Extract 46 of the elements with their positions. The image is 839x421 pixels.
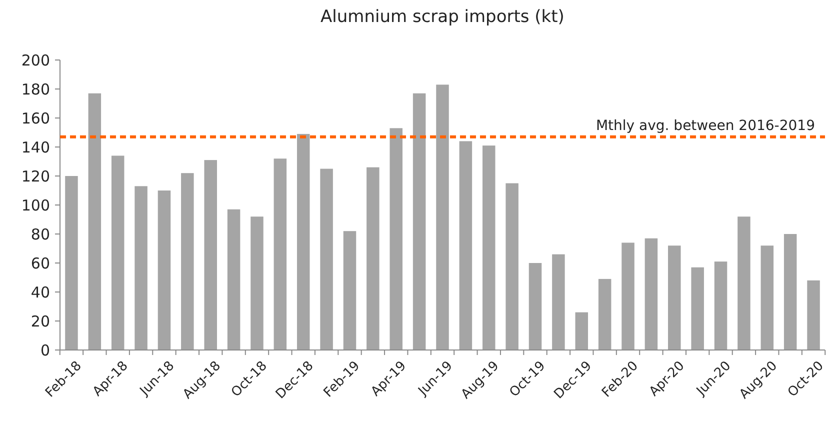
- bar: [644, 238, 658, 350]
- bar: [390, 128, 402, 350]
- bar: [436, 84, 449, 350]
- bar: [204, 160, 217, 350]
- bar: [412, 93, 426, 350]
- bar: [760, 246, 774, 350]
- bar: [482, 146, 496, 350]
- bar: [807, 280, 820, 350]
- chart-title: Alumnium scrap imports (kt): [320, 7, 564, 27]
- y-tick-label: 80: [30, 225, 50, 244]
- bar: [784, 234, 797, 350]
- bar: [111, 156, 124, 350]
- bar: [158, 190, 171, 350]
- bar: [320, 168, 333, 350]
- bar: [181, 173, 194, 350]
- bar: [366, 167, 380, 350]
- y-tick-label: 180: [21, 80, 50, 98]
- y-tick-label: 20: [30, 312, 50, 330]
- bar: [714, 262, 728, 350]
- bar: [343, 231, 356, 350]
- y-tick-label: 200: [21, 51, 50, 70]
- y-tick-label: 120: [21, 167, 50, 186]
- bar: [552, 254, 565, 350]
- bar: [668, 246, 681, 350]
- y-tick-label: 100: [21, 196, 50, 214]
- bar: [88, 93, 102, 350]
- y-tick-label: 40: [30, 283, 50, 302]
- y-tick-label: 160: [21, 109, 50, 128]
- bar: [459, 141, 472, 350]
- bar: [65, 176, 78, 350]
- bar: [506, 183, 518, 350]
- bar: [250, 216, 264, 350]
- y-tick-label: 140: [21, 138, 50, 156]
- bar: [227, 209, 240, 350]
- y-tick-label: 0: [40, 341, 50, 360]
- bar: [134, 186, 148, 350]
- bar: [598, 278, 612, 350]
- bar: [296, 134, 310, 350]
- ref-line-label: Mthly avg. between 2016-2019: [596, 118, 815, 134]
- bar: [575, 312, 588, 350]
- bar: [622, 242, 634, 350]
- y-tick-label: 60: [30, 254, 50, 272]
- bar: [738, 216, 750, 350]
- bar: [691, 267, 704, 350]
- bar: [274, 158, 287, 350]
- bar: [528, 263, 542, 350]
